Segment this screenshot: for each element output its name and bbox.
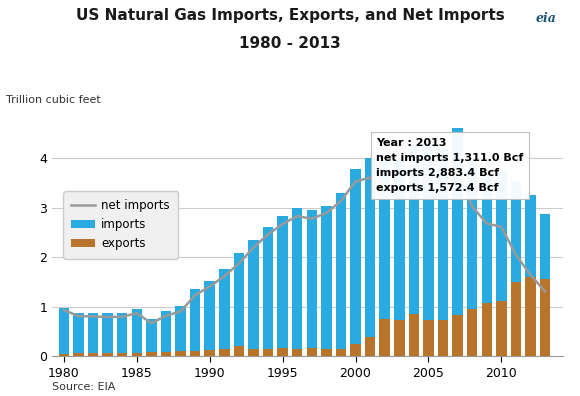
Bar <box>496 301 506 356</box>
Bar <box>204 350 215 356</box>
Bar <box>117 313 128 356</box>
Legend: net imports, imports, exports: net imports, imports, exports <box>63 191 178 259</box>
Bar <box>467 310 477 356</box>
Bar <box>525 276 536 356</box>
Bar <box>234 346 244 356</box>
Bar <box>263 227 273 356</box>
Bar <box>408 146 419 356</box>
Bar <box>321 349 332 356</box>
Bar <box>438 320 448 356</box>
Bar <box>59 354 69 356</box>
Bar <box>234 253 244 356</box>
Bar <box>321 206 332 356</box>
Text: 1980 - 2013: 1980 - 2013 <box>239 36 341 51</box>
Bar <box>540 279 550 356</box>
Bar <box>219 349 230 356</box>
Text: US Natural Gas Imports, Exports, and Net Imports: US Natural Gas Imports, Exports, and Net… <box>75 8 505 23</box>
Bar <box>510 282 521 356</box>
Bar <box>350 169 361 356</box>
Bar <box>481 303 492 356</box>
Bar <box>481 170 492 356</box>
Bar <box>336 349 346 356</box>
Bar <box>146 319 157 356</box>
Bar <box>394 320 404 356</box>
Bar <box>540 214 550 356</box>
Bar <box>408 314 419 356</box>
Bar <box>190 350 200 356</box>
Bar <box>102 353 113 356</box>
Bar <box>161 352 171 356</box>
Bar <box>132 309 142 356</box>
Bar <box>467 160 477 356</box>
Bar <box>336 193 346 356</box>
Bar <box>379 158 390 356</box>
Bar <box>132 352 142 356</box>
Bar <box>496 171 506 356</box>
Text: Source: EIA: Source: EIA <box>52 382 115 392</box>
Bar <box>146 352 157 356</box>
Bar <box>365 158 375 356</box>
Bar <box>525 195 536 356</box>
Bar <box>379 319 390 356</box>
Bar <box>365 337 375 356</box>
Bar <box>175 351 186 356</box>
Bar <box>394 160 404 356</box>
Bar <box>452 314 463 356</box>
Bar <box>423 320 434 356</box>
Bar <box>277 348 288 356</box>
Bar <box>204 280 215 356</box>
Bar <box>510 181 521 356</box>
Bar <box>117 353 128 356</box>
Bar <box>452 128 463 356</box>
Bar <box>88 313 98 356</box>
Bar <box>248 240 259 356</box>
Bar <box>73 354 84 356</box>
Bar <box>350 344 361 356</box>
Bar <box>219 268 230 356</box>
Bar <box>88 353 98 356</box>
Bar <box>73 313 84 356</box>
Bar <box>263 349 273 356</box>
Bar <box>102 314 113 356</box>
Text: Trillion cubic feet: Trillion cubic feet <box>6 95 101 105</box>
Text: eia: eia <box>536 12 557 25</box>
Bar <box>292 348 302 356</box>
Bar <box>161 311 171 356</box>
Bar <box>306 348 317 356</box>
Bar <box>438 149 448 356</box>
Bar <box>190 289 200 356</box>
Bar <box>59 308 69 356</box>
Bar <box>277 216 288 356</box>
Bar <box>423 141 434 356</box>
Bar <box>292 208 302 356</box>
Text: Year : 2013
net imports 1,311.0 Bcf
imports 2,883.4 Bcf
exports 1,572.4 Bcf: Year : 2013 net imports 1,311.0 Bcf impo… <box>376 138 524 193</box>
Bar <box>248 349 259 356</box>
Bar <box>175 307 186 356</box>
Bar <box>306 210 317 356</box>
